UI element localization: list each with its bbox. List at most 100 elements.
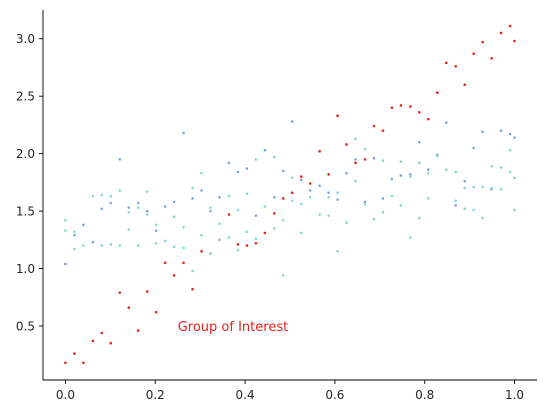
data-point <box>272 227 276 230</box>
data-point <box>399 104 403 107</box>
annotation-label: Group of Interest <box>178 320 288 335</box>
data-point <box>91 240 95 244</box>
data-point <box>418 110 421 114</box>
data-point <box>218 238 221 242</box>
x-tick-label: 0.4 <box>236 388 255 402</box>
data-point <box>172 215 176 219</box>
data-point <box>236 243 240 246</box>
data-point <box>444 168 448 172</box>
data-point <box>399 174 403 177</box>
data-point <box>454 65 458 68</box>
data-point <box>308 189 312 192</box>
x-tick-label: 0.8 <box>415 388 434 402</box>
data-point <box>472 146 475 150</box>
data-point <box>472 185 475 189</box>
data-point <box>272 196 276 199</box>
data-point <box>172 245 176 249</box>
data-point <box>227 236 231 239</box>
data-point <box>154 241 158 245</box>
data-point <box>427 168 430 172</box>
data-point <box>200 250 203 253</box>
data-point <box>372 156 376 160</box>
data-point <box>463 179 467 183</box>
data-point <box>463 83 467 86</box>
data-point <box>399 204 403 207</box>
data-point <box>318 150 321 153</box>
data-point <box>145 290 149 293</box>
data-point <box>481 130 484 134</box>
data-point <box>145 209 149 213</box>
data-point <box>299 175 303 178</box>
data-point <box>290 199 294 203</box>
data-point <box>418 161 421 165</box>
data-point <box>381 210 385 214</box>
data-point <box>73 233 76 237</box>
y-tick-label: 1.0 <box>16 262 35 276</box>
data-point <box>399 160 403 163</box>
data-point <box>327 214 330 217</box>
data-point <box>436 91 439 95</box>
data-point <box>254 158 258 161</box>
data-point <box>109 201 113 205</box>
data-point <box>136 201 140 205</box>
data-point <box>363 200 367 204</box>
data-point <box>463 186 467 190</box>
data-point <box>100 244 104 247</box>
data-point <box>281 218 285 222</box>
data-point <box>454 204 458 207</box>
data-point <box>118 291 122 294</box>
data-point <box>73 352 76 355</box>
data-point <box>281 169 285 173</box>
annotations: Group of Interest <box>178 320 288 335</box>
data-point <box>227 161 231 165</box>
series-0 <box>64 24 516 365</box>
data-point <box>409 175 412 178</box>
data-point <box>513 208 516 212</box>
data-point <box>272 212 276 215</box>
data-point <box>418 216 421 220</box>
data-point <box>381 197 385 200</box>
data-point <box>490 56 493 60</box>
x-tick-label: 0.0 <box>56 388 75 402</box>
data-point <box>218 222 221 226</box>
data-point <box>499 187 503 191</box>
data-point <box>499 31 503 35</box>
data-point <box>200 189 203 192</box>
data-point <box>91 339 95 343</box>
data-point <box>308 196 312 199</box>
data-point <box>354 158 357 161</box>
data-point <box>336 114 339 118</box>
data-point <box>191 197 194 200</box>
data-point <box>308 182 312 185</box>
data-point <box>191 287 194 291</box>
data-point <box>327 173 330 176</box>
data-point <box>427 117 430 121</box>
data-point <box>73 247 76 251</box>
data-point <box>127 206 131 209</box>
data-point <box>290 120 294 123</box>
data-point <box>427 197 430 200</box>
data-point <box>336 191 339 194</box>
data-point <box>172 200 176 204</box>
data-point <box>345 221 348 224</box>
data-point <box>82 223 85 227</box>
data-point <box>200 233 203 237</box>
data-point <box>299 178 303 182</box>
data-point <box>254 241 258 245</box>
data-point <box>109 194 113 198</box>
data-point <box>82 361 85 365</box>
data-point <box>200 171 203 175</box>
series-2 <box>64 137 516 277</box>
data-point <box>227 213 231 216</box>
data-point <box>499 129 503 132</box>
data-point <box>463 207 467 211</box>
data-point <box>290 176 294 180</box>
data-point <box>454 199 458 203</box>
data-point <box>281 274 285 277</box>
data-point <box>118 158 122 161</box>
data-point <box>73 230 76 234</box>
data-point <box>281 197 285 200</box>
data-point <box>409 105 412 108</box>
